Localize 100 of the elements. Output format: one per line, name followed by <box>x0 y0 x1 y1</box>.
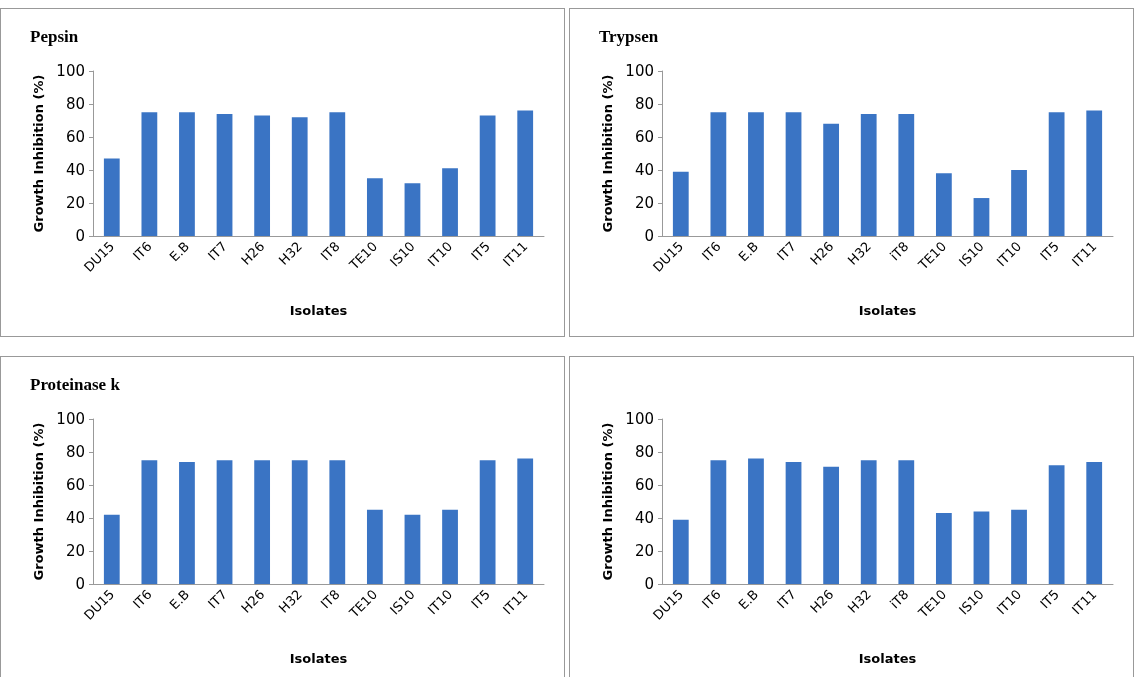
x-tick-label: iT8 <box>886 586 912 612</box>
bar <box>860 460 877 584</box>
x-axis-title: Isolates <box>289 651 348 666</box>
y-tick-label: 0 <box>644 227 654 245</box>
y-tick-label: 80 <box>634 95 654 113</box>
x-tick-label: IT6 <box>698 586 724 612</box>
bar <box>710 112 727 236</box>
y-tick-label: 40 <box>634 161 654 179</box>
x-tick-label: E.B <box>735 586 762 613</box>
y-tick-label: 60 <box>634 128 654 146</box>
bar <box>672 171 689 236</box>
bar <box>216 460 233 584</box>
y-tick-label: 60 <box>634 476 654 494</box>
y-tick-label: 100 <box>625 62 654 80</box>
bar <box>103 514 120 584</box>
chart-title: Proteinase k <box>30 375 121 394</box>
bar <box>103 158 120 236</box>
x-tick-label: IT5 <box>1037 238 1062 264</box>
x-tick-label: IT6 <box>698 238 724 264</box>
bar <box>479 460 496 584</box>
y-tick-label: 40 <box>634 509 654 527</box>
y-tick-label: 20 <box>634 194 654 212</box>
bar <box>1048 112 1065 236</box>
chart-title: Pepsin <box>30 27 79 46</box>
x-tick-label: IT8 <box>317 238 343 264</box>
bar <box>366 178 383 236</box>
bar <box>823 123 840 236</box>
y-tick-label: 20 <box>65 542 85 560</box>
x-tick-label: IT7 <box>774 586 799 612</box>
x-axis-title: Isolates <box>289 303 348 318</box>
bar <box>291 460 308 584</box>
y-tick-label: 0 <box>644 575 654 593</box>
x-tick-label: E.B <box>735 238 762 265</box>
x-tick-label: E.B <box>166 586 193 613</box>
bar <box>935 513 952 584</box>
bar <box>329 460 346 584</box>
bar <box>1011 509 1027 584</box>
bar <box>254 115 271 236</box>
y-tick-label: 20 <box>634 542 654 560</box>
bar <box>935 173 952 236</box>
x-tick-label: IT5 <box>468 586 493 612</box>
y-axis-title: Growth Inhibition (%) <box>31 74 47 233</box>
bar <box>1011 170 1027 236</box>
bar <box>973 511 990 584</box>
y-tick-label: 100 <box>56 410 85 428</box>
x-tick-label: iT8 <box>886 238 912 264</box>
bar <box>216 113 233 236</box>
bar <box>366 509 383 584</box>
y-tick-label: 40 <box>65 161 85 179</box>
y-tick-label: 80 <box>65 95 85 113</box>
x-tick-label: IT5 <box>468 238 493 264</box>
x-tick-label: IT5 <box>1037 586 1062 612</box>
bar <box>973 198 990 236</box>
bar <box>898 113 915 236</box>
chart-title: Trypsen <box>599 27 659 46</box>
x-tick-label: IT7 <box>205 586 230 612</box>
y-tick-label: 0 <box>75 575 85 593</box>
bar <box>785 112 802 236</box>
x-tick-label: IT8 <box>317 586 343 612</box>
bar <box>179 112 195 236</box>
y-tick-label: 80 <box>65 443 85 461</box>
x-tick-label: IT7 <box>774 238 799 264</box>
bar <box>141 112 158 236</box>
bar <box>672 519 689 584</box>
bar <box>517 110 534 236</box>
bar <box>710 460 727 584</box>
bar <box>1086 110 1103 236</box>
bar <box>254 460 271 584</box>
bar <box>517 458 534 584</box>
y-tick-label: 100 <box>56 62 85 80</box>
y-tick-label: 80 <box>634 443 654 461</box>
x-tick-label: IT7 <box>205 238 230 264</box>
bar <box>404 514 421 584</box>
y-axis-title: Growth Inhibition (%) <box>600 74 616 233</box>
bar <box>329 112 346 236</box>
bar <box>748 458 764 584</box>
y-tick-label: 0 <box>75 227 85 245</box>
bar <box>442 509 458 584</box>
y-tick-label: 100 <box>625 410 654 428</box>
bar <box>141 460 158 584</box>
bar <box>823 466 840 584</box>
bar <box>860 113 877 236</box>
x-tick-label: IT6 <box>129 586 155 612</box>
y-tick-label: 40 <box>65 509 85 527</box>
x-axis-title: Isolates <box>858 303 917 318</box>
y-axis-title: Growth Inhibition (%) <box>31 422 47 581</box>
bar <box>291 117 308 236</box>
bar <box>1048 465 1065 584</box>
bar <box>748 112 764 236</box>
bar <box>404 183 421 236</box>
x-tick-label: E.B <box>166 238 193 265</box>
bar <box>479 115 496 236</box>
y-tick-label: 60 <box>65 128 85 146</box>
y-tick-label: 20 <box>65 194 85 212</box>
bar <box>179 461 195 584</box>
bar <box>1086 461 1103 584</box>
bar <box>442 168 458 236</box>
y-axis-title: Growth Inhibition (%) <box>600 422 616 581</box>
x-tick-label: IT6 <box>129 238 155 264</box>
y-tick-label: 60 <box>65 476 85 494</box>
